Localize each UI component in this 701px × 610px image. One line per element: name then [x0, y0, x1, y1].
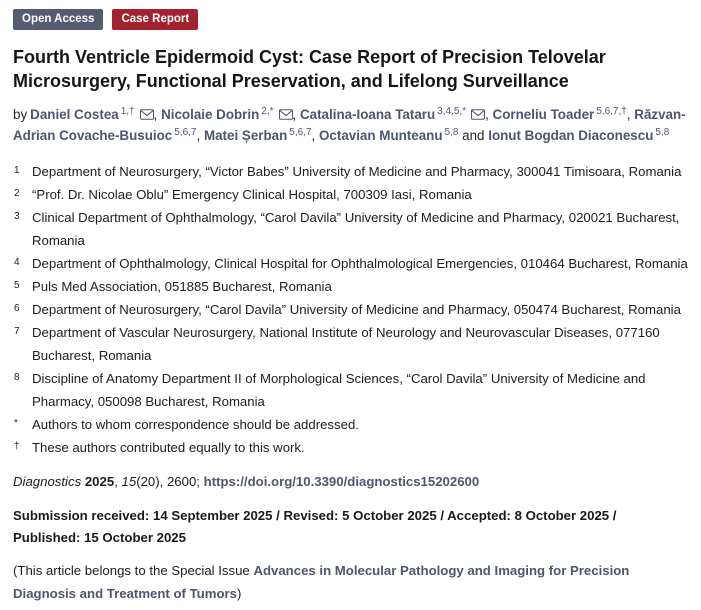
- special-issue-line: (This article belongs to the Special Iss…: [13, 559, 688, 605]
- author-separator: and: [458, 128, 489, 143]
- author-affiliation-superscript: 3,4,5,*: [437, 105, 467, 117]
- affiliation-text: Department of Neurosurgery, “Victor Babe…: [32, 164, 682, 179]
- author: Răzvan-Adrian Covache-Busuioc 5,6,7: [13, 107, 686, 143]
- author: Octavian Munteanu 5,8: [319, 126, 459, 143]
- affiliation-number: 4: [14, 257, 20, 268]
- affiliation-number: 3: [14, 211, 20, 222]
- journal-year: 2025: [84, 474, 115, 489]
- affiliation-item: 6 Department of Neurosurgery, “Carol Dav…: [13, 298, 688, 321]
- affiliation-text: “Prof. Dr. Nicolae Oblu” Emergency Clini…: [32, 187, 472, 202]
- author-name-link[interactable]: Răzvan-Adrian Covache-Busuioc: [13, 107, 686, 143]
- journal-volume: 15: [121, 474, 137, 489]
- affiliation-number: †: [14, 441, 20, 452]
- affiliation-text: Department of Neurosurgery, “Carol Davil…: [32, 302, 681, 317]
- author: Nicolaie Dobrin 2,*: [161, 105, 293, 122]
- affiliation-number: 6: [14, 303, 20, 314]
- affiliation-number: 8: [14, 372, 20, 383]
- author-separator: ,: [196, 128, 204, 143]
- special-issue-prefix: (This article belongs to the Special Iss…: [13, 563, 254, 578]
- case-report-badge: Case Report: [112, 9, 199, 30]
- author-separator: ,: [311, 128, 319, 143]
- envelope-icon[interactable]: [471, 109, 486, 120]
- journal-name: Diagnostics: [13, 474, 82, 489]
- special-issue-suffix: ): [236, 586, 242, 601]
- author-affiliation-superscript: 5,6,7: [289, 126, 312, 138]
- article-title: Fourth Ventricle Epidermoid Cyst: Case R…: [13, 47, 606, 91]
- doi-link[interactable]: https://doi.org/10.3390/diagnostics15202…: [203, 474, 480, 489]
- author-affiliation-superscript: 5,8: [444, 126, 459, 138]
- special-issue-link[interactable]: Advances in Molecular Pathology and Imag…: [13, 563, 634, 601]
- author-affiliation-superscript: 5,6,7,†: [596, 105, 627, 117]
- author-name-link[interactable]: Ionut Bogdan Diaconescu: [488, 128, 654, 143]
- author-prefix: by: [13, 107, 28, 122]
- author-affiliation-superscript: 5,6,7: [174, 126, 197, 138]
- affiliation-text: Clinical Department of Ophthalmology, “C…: [32, 210, 680, 248]
- author-affiliation-superscript: 5,8: [655, 126, 670, 138]
- footnote-item: * Authors to whom correspondence should …: [13, 413, 688, 436]
- affiliation-item: 4 Department of Ophthalmology, Clinical …: [13, 252, 688, 275]
- affiliation-number: 2: [14, 188, 20, 199]
- affiliation-number: 7: [14, 326, 20, 337]
- affiliation-item: 1 Department of Neurosurgery, “Victor Ba…: [13, 160, 688, 183]
- author-separator: ,: [485, 107, 493, 122]
- affiliation-text: Discipline of Anatomy Department II of M…: [32, 371, 646, 409]
- citation-line: Diagnostics 2025, 15(20), 2600; https://…: [13, 472, 688, 492]
- author: Catalina-Ioana Tataru 3,4,5,*: [299, 105, 486, 122]
- affiliation-number: 5: [14, 280, 20, 291]
- affiliation-number: *: [14, 418, 18, 429]
- affiliation-text: Authors to whom correspondence should be…: [32, 417, 359, 432]
- affiliation-text: These authors contributed equally to thi…: [32, 440, 305, 455]
- author-separator: ,: [292, 107, 300, 122]
- author-affiliation-superscript: 2,*: [261, 105, 274, 117]
- envelope-icon[interactable]: [139, 109, 154, 120]
- author-name-link[interactable]: Daniel Costea: [30, 107, 119, 122]
- affiliation-item: 2 “Prof. Dr. Nicolae Oblu” Emergency Cli…: [13, 183, 688, 206]
- affiliation-number: 1: [14, 165, 20, 176]
- author-affiliation-superscript: 1,†: [120, 105, 135, 117]
- affiliation-text: Department of Ophthalmology, Clinical Ho…: [32, 256, 688, 271]
- author-name-link[interactable]: Matei Șerban: [203, 128, 288, 143]
- author-separator: ,: [626, 107, 635, 122]
- open-access-badge: Open Access: [13, 9, 104, 30]
- affiliation-text: Department of Vascular Neurosurgery, Nat…: [32, 325, 660, 363]
- affiliation-list: 1 Department of Neurosurgery, “Victor Ba…: [13, 160, 688, 459]
- envelope-icon[interactable]: [278, 109, 293, 120]
- journal-issue-pages: (20), 2600;: [136, 474, 204, 489]
- author-name-link[interactable]: Catalina-Ioana Tataru: [299, 107, 436, 122]
- author-separator: ,: [153, 107, 162, 122]
- affiliation-item: 7 Department of Vascular Neurosurgery, N…: [13, 321, 688, 367]
- affiliation-text: Puls Med Association, 051885 Bucharest, …: [32, 279, 332, 294]
- footnote-item: † These authors contributed equally to t…: [13, 436, 688, 459]
- author-name-link[interactable]: Nicolaie Dobrin: [161, 107, 260, 122]
- affiliation-item: 5 Puls Med Association, 051885 Bucharest…: [13, 275, 688, 298]
- citation-sep: ,: [114, 474, 122, 489]
- submission-dates: Submission received: 14 September 2025 /…: [13, 508, 617, 545]
- author-list: Daniel Costea 1,†, Nicolaie Dobrin 2,*, Ca…: [13, 105, 686, 143]
- author-name-link[interactable]: Corneliu Toader: [492, 107, 595, 122]
- author: Corneliu Toader 5,6,7,†: [492, 105, 627, 122]
- author: Matei Șerban 5,6,7: [203, 126, 312, 143]
- affiliation-item: 8 Discipline of Anatomy Department II of…: [13, 367, 688, 413]
- author-line: by Daniel Costea 1,†, Nicolaie Dobrin 2,*, …: [13, 104, 688, 146]
- affiliation-item: 3 Clinical Department of Ophthalmology, …: [13, 206, 688, 252]
- badge-row: Open Access Case Report: [13, 9, 688, 30]
- author: Daniel Costea 1,†: [30, 105, 154, 122]
- author: Ionut Bogdan Diaconescu 5,8: [488, 126, 670, 143]
- author-name-link[interactable]: Octavian Munteanu: [319, 128, 443, 143]
